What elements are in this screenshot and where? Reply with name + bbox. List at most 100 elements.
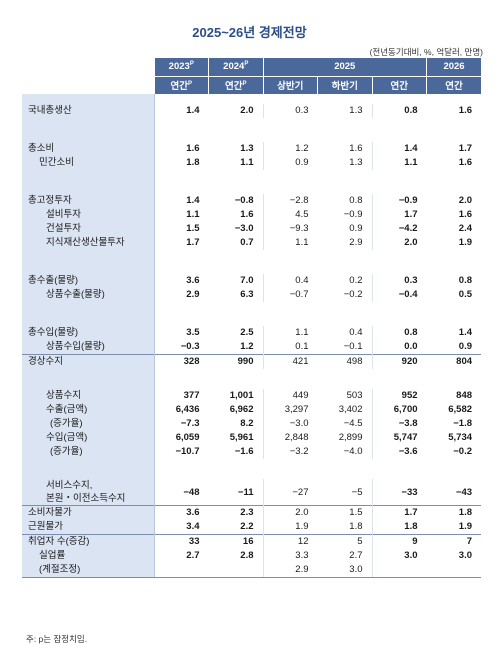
value-cell: −10.7: [175, 446, 200, 457]
spacer-cell: [263, 250, 318, 274]
value-cell: 5,961: [229, 432, 254, 443]
value-cell: 6,962: [229, 404, 254, 415]
spacer-cell: [209, 94, 264, 104]
header-year: 2025: [262, 58, 427, 77]
spacer-cell: [427, 369, 482, 389]
value-cell: −0.7: [262, 288, 318, 302]
unit-note: (전년동기대비, %, 억달러, 만명): [369, 47, 483, 57]
value-cell: 0.4: [349, 327, 363, 338]
value-cell: −3.2: [262, 445, 318, 459]
spacer-cell: [372, 250, 427, 274]
value-cell: 0.5: [458, 289, 473, 300]
value-cell: −3.8: [371, 417, 427, 431]
spacer-cell: [372, 94, 427, 104]
header-period: 연간: [371, 76, 427, 94]
header-period: 연간P: [153, 76, 209, 94]
value-cell: 1.1: [262, 326, 318, 340]
value-cell: 1.9: [458, 237, 473, 248]
value-cell: −0.9: [371, 194, 427, 208]
spacer-row: [22, 369, 481, 389]
value-cell: 2.9: [186, 289, 200, 300]
value-cell: −3.6: [371, 445, 427, 459]
value-cell: 6,059: [175, 432, 200, 443]
value-cell: 1.2: [262, 142, 318, 156]
value-cell: 6,700: [371, 403, 427, 417]
header-period: 하반기: [317, 76, 372, 94]
row-label: (계절조정): [22, 563, 155, 578]
row-label-line: 서비스수지,: [46, 480, 93, 491]
value-cell: 1.5: [186, 223, 200, 234]
row-label: 설비투자: [22, 208, 155, 222]
value-cell: −9.3: [262, 222, 318, 236]
table-row: 상품수입(물량) −0.3 1.2 0.1 −0.1 0.0 0.9: [22, 340, 481, 355]
spacer-cell: [22, 459, 155, 479]
row-label: (증가율): [22, 417, 155, 431]
table-row: 수출(금액) 6,436 6,962 3,297 3,402 6,700 6,582: [22, 403, 481, 417]
row-label: 수출(금액): [22, 403, 155, 417]
value-cell: −0.2: [453, 446, 473, 457]
value-cell: −3.0: [262, 417, 318, 431]
value-cell: 1.1: [186, 209, 200, 220]
table-row: 지식재산생산물투자 1.7 0.7 1.1 2.9 2.0 1.9: [22, 236, 481, 250]
value-cell: 1.3: [240, 143, 254, 154]
value-cell: −0.4: [371, 288, 427, 302]
value-cell: 377: [183, 390, 200, 401]
spacer-cell: [372, 118, 427, 142]
value-cell: 7.0: [240, 275, 254, 286]
value-cell: 1.1: [240, 157, 254, 168]
value-cell: 2.5: [240, 327, 254, 338]
spacer-cell: [318, 94, 373, 104]
value-cell: 0.0: [371, 340, 427, 355]
value-cell: 1.7: [458, 143, 473, 154]
table-row: 근원물가 3.4 2.2 1.9 1.8 1.8 1.9: [22, 520, 481, 535]
value-cell: 2.0: [262, 505, 318, 520]
value-cell: 2.7: [349, 550, 363, 561]
value-cell: 1.7: [371, 208, 427, 222]
value-cell: 2.3: [208, 505, 263, 520]
spacer-cell: [154, 94, 209, 104]
spacer-cell: [22, 170, 155, 194]
spacer-cell: [318, 369, 373, 389]
footnote: 주: p는 잠정치임.: [26, 634, 88, 644]
spacer-cell: [22, 94, 155, 104]
value-cell: 1.8: [371, 520, 427, 535]
table-row: 취업자 수(증감) 33 16 12 5 9 7: [22, 534, 482, 549]
value-cell: −27: [262, 479, 318, 506]
row-label: 실업률: [22, 549, 155, 563]
value-cell: 990: [208, 354, 263, 369]
table-row: 민간소비 1.8 1.1 0.9 1.3 1.1 1.6: [22, 156, 481, 170]
value-cell: 421: [262, 354, 318, 369]
value-cell: 1.3: [349, 105, 363, 116]
value-cell: 7: [426, 534, 482, 549]
value-cell: −0.9: [343, 209, 363, 220]
table-row: 국내총생산 1.4 2.0 0.3 1.3 0.8 1.6: [22, 104, 481, 118]
row-label-line: 본원・이전소득수지: [46, 493, 126, 504]
row-label: 총고정투자: [22, 194, 155, 208]
spacer-cell: [318, 170, 373, 194]
table-row: (계절조정) 2.9 3.0: [22, 563, 482, 578]
spacer-cell: [318, 250, 373, 274]
value-cell: −4.5: [343, 418, 363, 429]
table-row: (증가율) −10.7 −1.6 −3.2 −4.0 −3.6 −0.2: [22, 445, 481, 459]
table-row: 경상수지 328 990 421 498 920 804: [22, 354, 482, 369]
value-cell: 1.5: [317, 505, 372, 520]
row-label: 상품수입(물량): [22, 340, 155, 355]
spacer-cell: [318, 118, 373, 142]
spacer-cell: [209, 170, 264, 194]
value-cell: 1.4: [186, 105, 200, 116]
row-label: 총소비: [22, 142, 155, 156]
spacer-cell: [154, 369, 209, 389]
table-row: 수입(금액) 6,059 5,961 2,848 2,899 5,747 5,734: [22, 431, 481, 445]
header-period: 상반기: [262, 76, 318, 94]
spacer-cell: [154, 170, 209, 194]
page-title: 2025~26년 경제전망: [192, 25, 307, 40]
row-label: 국내총생산: [22, 104, 155, 118]
value-cell: −5: [351, 486, 363, 498]
value-cell: 2,848: [262, 431, 318, 445]
value-cell: 328: [154, 354, 209, 369]
value-cell: −33: [371, 479, 427, 506]
spacer-row: [22, 94, 481, 104]
value-cell: [208, 563, 263, 578]
spacer-cell: [372, 459, 427, 479]
spacer-cell: [22, 118, 155, 142]
